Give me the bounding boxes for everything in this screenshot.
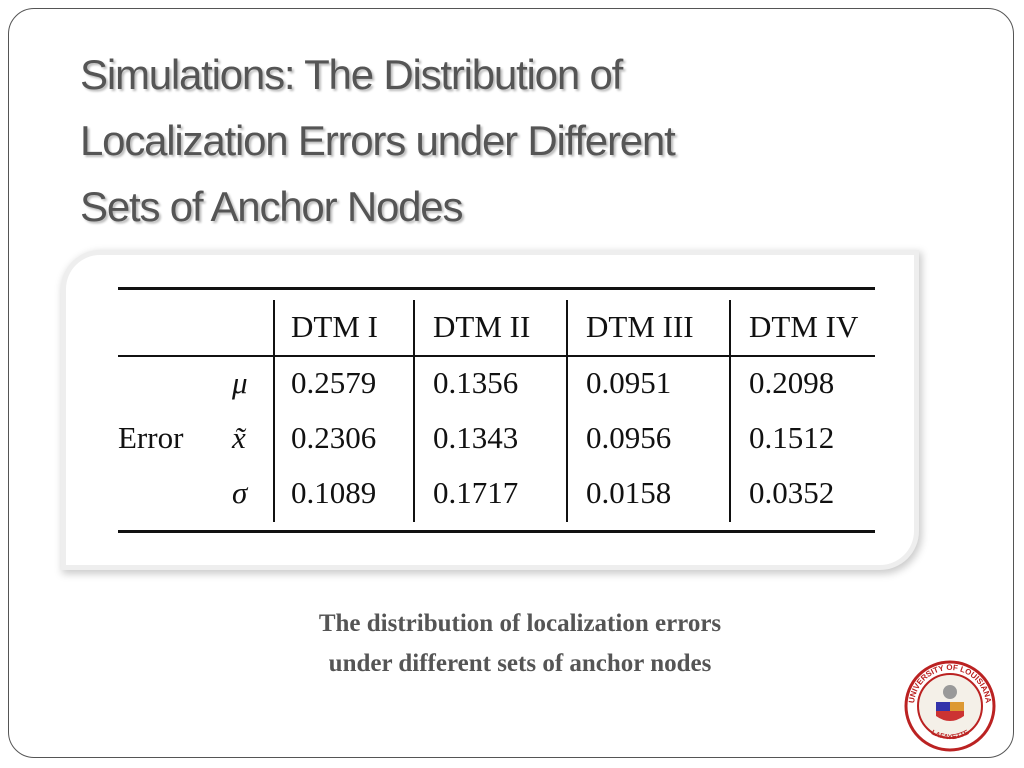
table-rule <box>118 530 875 533</box>
table-cell: 0.2098 <box>749 365 835 400</box>
table-cell: 0.1717 <box>433 475 519 510</box>
table-cell: 0.0352 <box>749 475 835 510</box>
table-cell: 0.0951 <box>586 365 672 400</box>
column-divider <box>413 300 415 522</box>
table-rule <box>118 287 875 290</box>
column-divider <box>729 300 731 522</box>
table-rule <box>118 355 875 357</box>
row-symbol: x̃ <box>232 420 246 455</box>
column-header: DTM IV <box>749 309 859 344</box>
slide-frame <box>8 8 1014 758</box>
caption-line: under different sets of anchor nodes <box>328 650 712 677</box>
title-line: Localization Errors under Different <box>80 117 676 164</box>
table-cell: 0.2306 <box>291 420 377 455</box>
table-cell: 0.1512 <box>749 420 835 455</box>
column-header: DTM II <box>433 309 531 344</box>
column-divider <box>566 300 568 522</box>
row-symbol: μ <box>232 365 248 400</box>
column-divider <box>273 300 275 522</box>
table-cell: 0.1089 <box>291 475 377 510</box>
table-cell: 0.1343 <box>433 420 519 455</box>
table-cell: 0.2579 <box>291 365 377 400</box>
caption-line: The distribution of localization errors <box>318 610 722 637</box>
university-logo: UNIVERSITY OF LOUISIANA LAFAYETTE <box>904 660 996 752</box>
column-header: DTM III <box>586 309 694 344</box>
title-line: Simulations: The Distribution of <box>80 51 623 98</box>
table-card <box>66 255 914 565</box>
table-cell: 0.0956 <box>586 420 672 455</box>
slide-title: Simulations: The Distribution of Localiza… <box>80 42 676 240</box>
column-header: DTM I <box>291 309 378 344</box>
row-symbol: σ <box>232 475 248 510</box>
title-line: Sets of Anchor Nodes <box>80 183 463 230</box>
row-group-label: Error <box>118 420 184 455</box>
table-cell: 0.0158 <box>586 475 672 510</box>
table-cell: 0.1356 <box>433 365 519 400</box>
caption: The distribution of localization errors u… <box>0 604 1024 684</box>
